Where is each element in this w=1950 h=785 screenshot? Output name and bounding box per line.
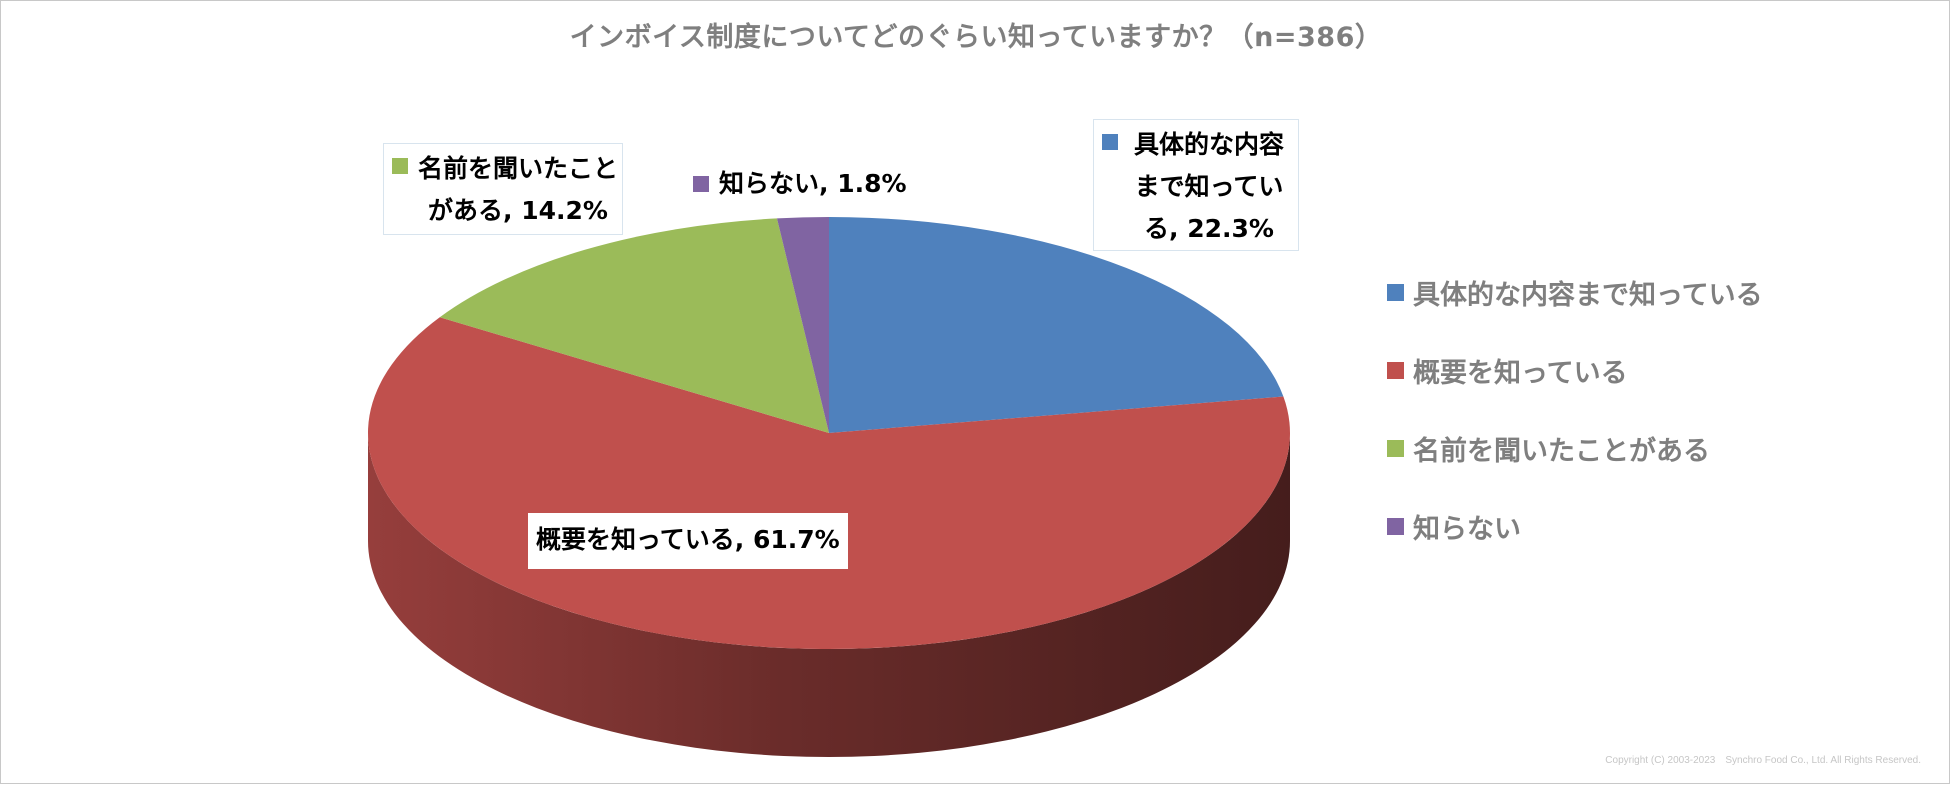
data-label-text: 概要を知っている, 61.7% [536,525,840,554]
data-label-overview: 概要を知っている, 61.7% [528,513,848,569]
legend-label: 概要を知っている [1413,357,1628,389]
data-label-detailed: 具体的な内容まで知っている, 22.3% [1093,119,1299,251]
data-label-unknown: 知らない, 1.8% [685,163,915,207]
legend-item-unknown: 知らない [1387,487,1763,565]
data-label-swatch [1102,134,1118,150]
legend-label: 具体的な内容まで知っている [1413,279,1763,311]
legend-swatch [1387,517,1404,535]
pie-slice [439,218,829,433]
pie-side-wall [368,433,1290,757]
legend-swatch [1387,439,1404,457]
legend-item-overview: 概要を知っている [1387,331,1763,409]
data-label-text: 名前を聞いたことがある, 14.2% [418,154,619,225]
legend: 具体的な内容まで知っている 概要を知っている 名前を聞いたことがある 知らない [1387,253,1763,565]
legend-item-name-only: 名前を聞いたことがある [1387,409,1763,487]
data-label-text: 知らない, 1.8% [719,169,907,198]
data-label-name-only: 名前を聞いたことがある, 14.2% [383,143,623,235]
data-label-swatch [392,158,408,174]
chart-title: インボイス制度についてどのぐらい知っていますか？（n=386） [569,22,1383,53]
legend-label: 知らない [1413,513,1521,545]
data-label-swatch [693,176,709,192]
copyright-text: Copyright (C) 2003-2023 Synchro Food Co.… [1605,755,1921,766]
data-label-text: 具体的な内容まで知っている, 22.3% [1133,130,1284,243]
legend-swatch [1387,361,1404,379]
pie-slice [776,217,829,433]
legend-swatch [1387,283,1404,301]
legend-item-detailed: 具体的な内容まで知っている [1387,253,1763,331]
pie-slice [829,217,1284,433]
legend-label: 名前を聞いたことがある [1413,435,1710,467]
